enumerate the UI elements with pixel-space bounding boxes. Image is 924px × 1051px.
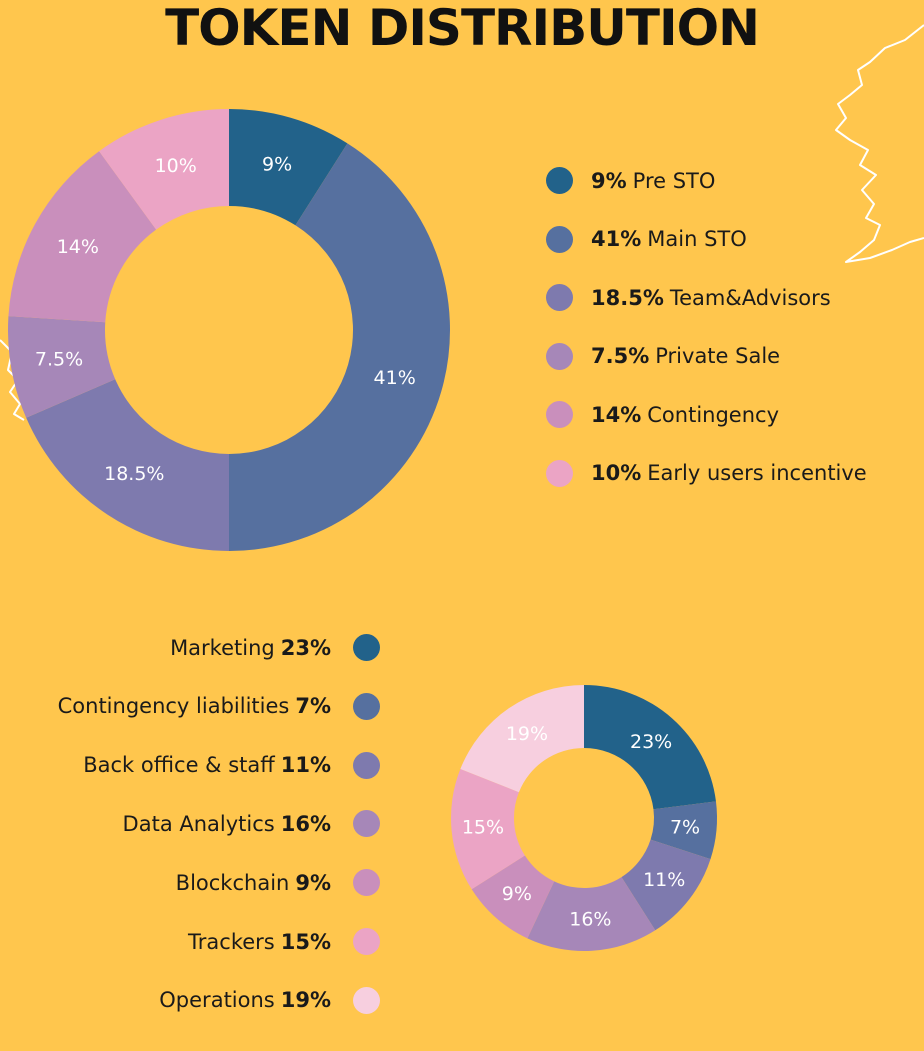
legend-swatch [353,634,380,661]
legend-value: 19% [280,988,331,1013]
slice-contingency [8,151,157,323]
legend-swatch [353,751,380,779]
slice-label-marketing: 23% [630,731,672,753]
legend-item-blockchain: Blockchain 9% [0,869,380,897]
legend-value: 10% [591,461,642,485]
legend-item-trackers: Trackers 15% [0,928,380,955]
slice-early-users-incentive [99,109,229,230]
slice-label-contingency: 14% [57,236,99,258]
legend-item-marketing: Marketing 23% [0,634,380,661]
legend-value: 11% [280,753,331,778]
slice-label-trackers: 15% [462,817,504,839]
legend-item-operations: Operations 19% [0,986,380,1014]
slice-label-main-sto: 41% [374,367,416,389]
legend-swatch [353,986,380,1014]
legend-value: 18.5% [591,285,664,310]
legend-label: Data Analytics [122,811,275,836]
donut-chart-token-distribution: 9% 41% 18.5% 7.5% 14% 10% [7,109,451,551]
legend-value: 16% [280,811,331,836]
legend-swatch [353,928,380,955]
legend-swatch [546,225,573,253]
legend-value: 7.5% [591,344,650,368]
legend-label: Team&Advisors [669,285,831,310]
legend-label: Blockchain [175,870,290,895]
legend-label: Marketing [170,635,275,660]
legend-item-back-office-and-staff: Back office & staff 11% [0,751,380,779]
legend-item-teamandadvisors: 18.5% Team&Advisors [546,284,831,311]
legend-item-data-analytics: Data Analytics 16% [0,810,380,838]
slice-operations [460,685,584,793]
slice-back-office-and-staff [621,839,711,931]
slice-private-sale [7,316,116,418]
legend-item-private-sale: 7.5% Private Sale [546,342,781,370]
slice-main-sto [229,143,451,551]
legend-swatch [546,167,573,194]
legend-swatch [353,869,380,897]
legend-value: 9% [295,870,331,895]
slice-label-teamandadvisors: 18.5% [104,463,164,485]
slice-label-private-sale: 7.5% [35,349,83,371]
legend-swatch [546,284,573,311]
legend-item-contingency-liabilities: Contingency liabilities 7% [0,692,380,720]
slice-label-pre-sto: 9% [262,153,292,175]
slice-pre-sto [229,109,348,226]
legend-label: Trackers [188,929,275,954]
legend-value: 23% [280,635,331,660]
slice-teamandadvisors [26,379,230,551]
slice-label-operations: 19% [506,723,548,745]
legend-item-main-sto: 41% Main STO [546,225,747,253]
legend-label: Contingency liabilities [57,694,290,719]
legend-swatch [546,459,573,487]
slice-label-data-analytics: 16% [569,908,611,930]
slice-marketing [584,685,716,810]
legend-swatch [546,342,573,370]
legend-label: Early users incentive [647,461,867,485]
legend-value: 41% [591,227,642,251]
slice-label-contingency-liabilities: 7% [670,817,700,839]
legend-value: 14% [591,402,642,427]
legend-item-pre-sto: 9% Pre STO [546,167,715,194]
legend-label: Private Sale [655,344,781,368]
donut-chart-budget-allocation: 23% 7% 11% 16% 9% 15% 19% [451,685,717,951]
slice-contingency-liabilities [650,801,717,860]
legend-swatch [353,810,380,838]
legend-swatch [546,401,573,428]
slice-trackers [451,769,525,890]
slice-label-back-office-and-staff: 11% [643,869,685,891]
page-title: TOKEN DISTRIBUTION [165,0,760,57]
legend-value: 7% [295,694,331,719]
legend-item-contingency: 14% Contingency [546,401,779,428]
legend-label: Back office & staff [83,753,275,778]
legend-label: Operations [159,988,275,1013]
legend-swatch [353,692,380,720]
slice-data-analytics [527,877,656,951]
slice-label-blockchain: 9% [502,883,532,905]
legend-label: Main STO [647,227,747,251]
legend-value: 9% [591,168,627,193]
legend-value: 15% [280,929,331,954]
slice-blockchain [471,855,555,939]
legend-label: Contingency [647,402,779,427]
legend-label: Pre STO [632,168,716,193]
legend-item-early-users-incentive: 10% Early users incentive [546,459,867,487]
slice-label-early-users-incentive: 10% [155,155,197,177]
